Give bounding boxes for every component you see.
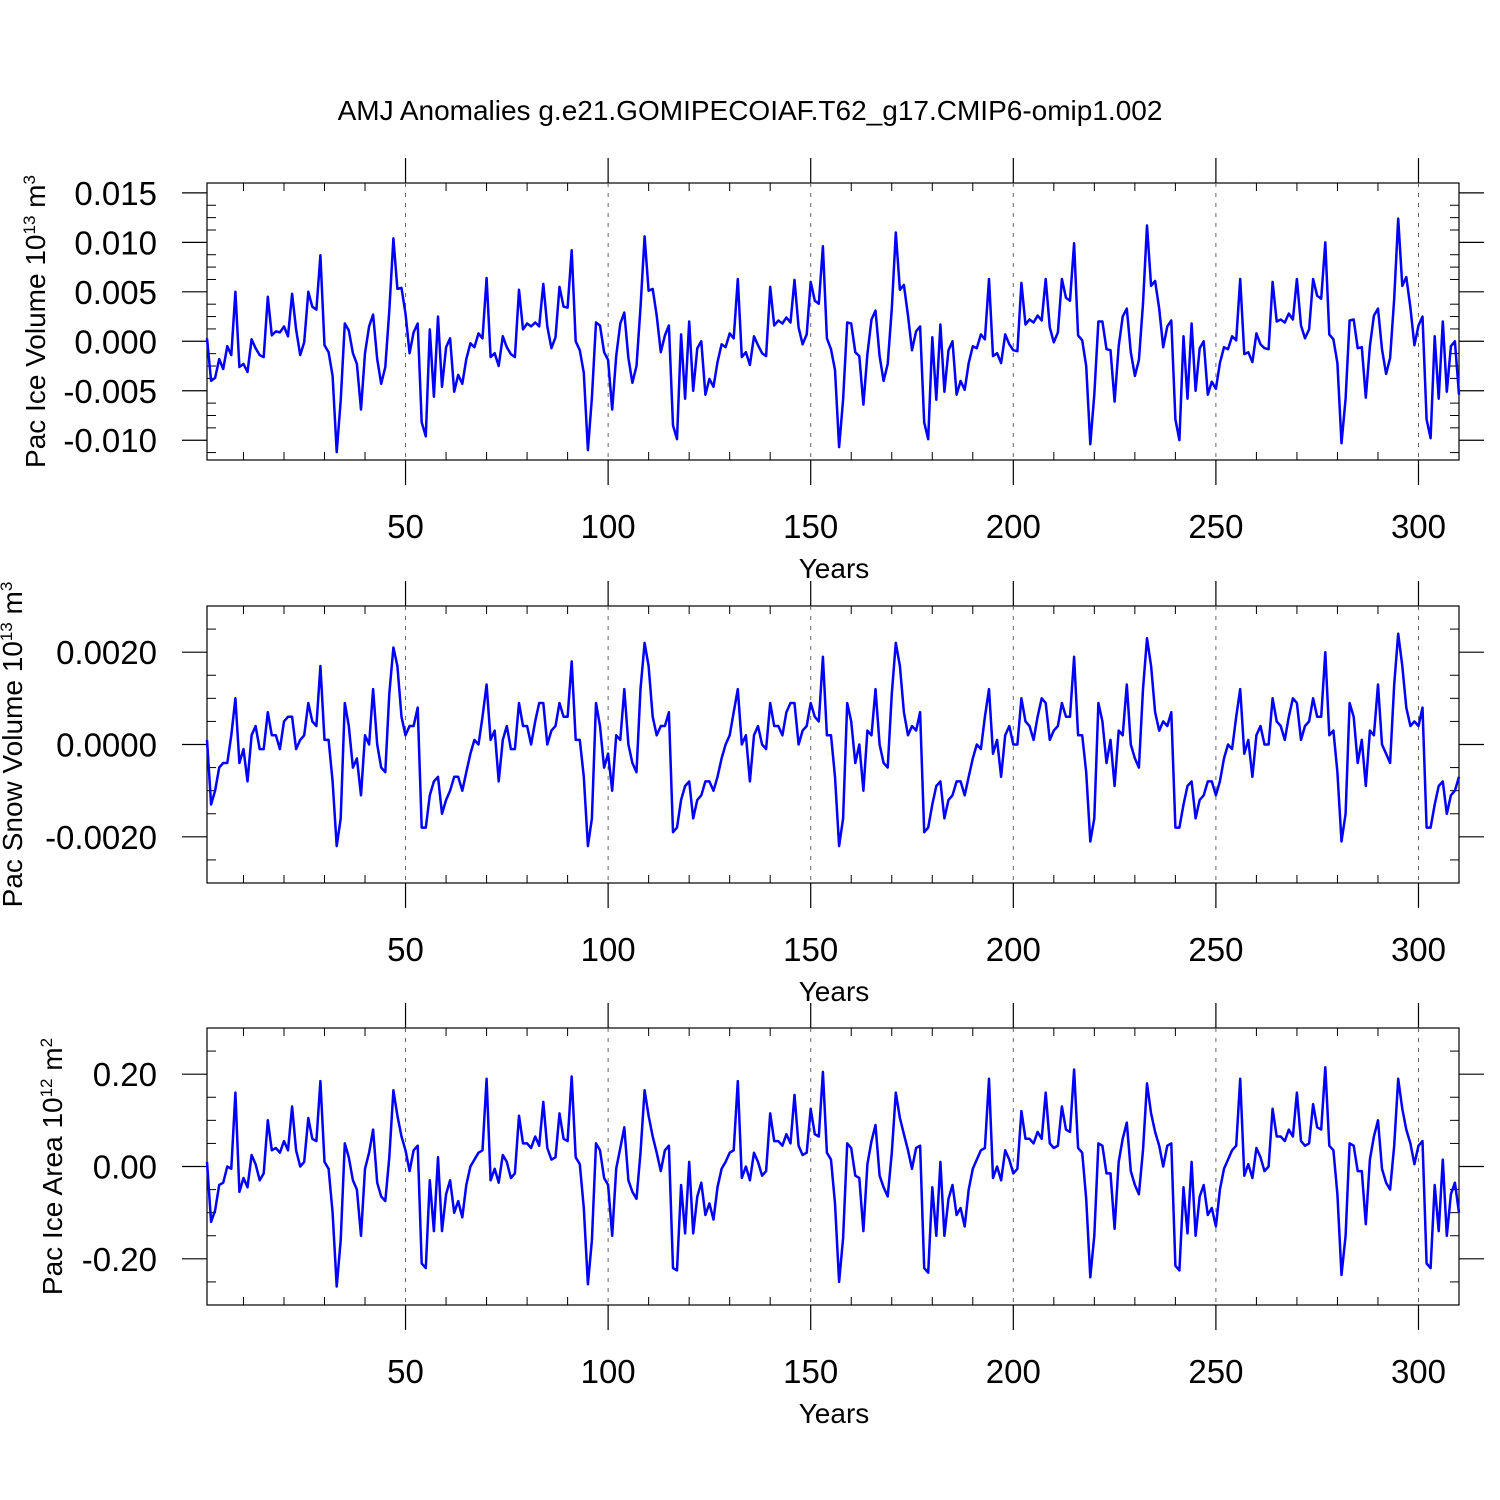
panel-2: 50 100 150 200 250 300 Years 0.0020 0.0000 -0.002…: [0, 581, 1484, 1007]
series-line: [205, 217, 1461, 454]
x-tick-label: 50: [387, 1353, 424, 1390]
x-axis-label: Years: [799, 553, 870, 584]
x-tick-label: 150: [783, 1353, 838, 1390]
x-tick-label: 100: [581, 1353, 636, 1390]
x-tick-label: 150: [783, 508, 838, 545]
y-axis-label: Pac Ice Area 1012 m2: [37, 1038, 68, 1295]
x-tick-label: 250: [1188, 931, 1243, 968]
x-tick-label: 200: [986, 508, 1041, 545]
y-tick-label: -0.20: [82, 1241, 157, 1278]
y-tick-label: -0.010: [63, 422, 157, 459]
series-line: [205, 632, 1461, 848]
x-tick-label: 50: [387, 931, 424, 968]
x-tick-label: 200: [986, 1353, 1041, 1390]
y-tick-label: -0.005: [63, 373, 157, 410]
x-tick-label: 150: [783, 931, 838, 968]
y-axis-label: Pac Snow Volume 1013 m3: [0, 582, 28, 908]
x-tick-label: 100: [581, 931, 636, 968]
y-tick-label: 0.005: [74, 274, 157, 311]
plot-frame: [206, 1027, 1460, 1306]
y-tick-label: 0.0000: [56, 727, 157, 764]
x-tick-label: 300: [1391, 931, 1446, 968]
y-tick-label: 0.00: [93, 1149, 157, 1186]
y-tick-label: -0.0020: [45, 819, 157, 856]
y-tick-label: 0.0020: [56, 634, 157, 671]
y-tick-label: 0.000: [74, 323, 157, 360]
panel-1: 50 100 150 200 250 300 Years 0.015 0.010 0.005 0.0…: [20, 158, 1484, 584]
x-tick-label: 300: [1391, 1353, 1446, 1390]
x-tick-label: 250: [1188, 508, 1243, 545]
y-axis-label: Pac Ice Volume 1013 m3: [20, 175, 51, 468]
y-tick-label: 0.010: [74, 224, 157, 261]
chart-title: AMJ Anomalies g.e21.GOMIPECOIAF.T62_g17.…: [338, 95, 1163, 126]
series-line: [205, 1065, 1461, 1288]
x-tick-label: 100: [581, 508, 636, 545]
plot-frame: [206, 182, 1460, 461]
x-axis-label: Years: [799, 976, 870, 1007]
x-tick-label: 250: [1188, 1353, 1243, 1390]
x-axis-label: Years: [799, 1398, 870, 1429]
x-tick-label: 300: [1391, 508, 1446, 545]
y-tick-label: 0.015: [74, 175, 157, 212]
x-tick-label: 200: [986, 931, 1041, 968]
panel-3: 50 100 150 200 250 300 Years 0.20 0.00 -0.20 Pac I…: [37, 1003, 1484, 1429]
x-tick-label: 50: [387, 508, 424, 545]
y-tick-label: 0.20: [93, 1056, 157, 1093]
